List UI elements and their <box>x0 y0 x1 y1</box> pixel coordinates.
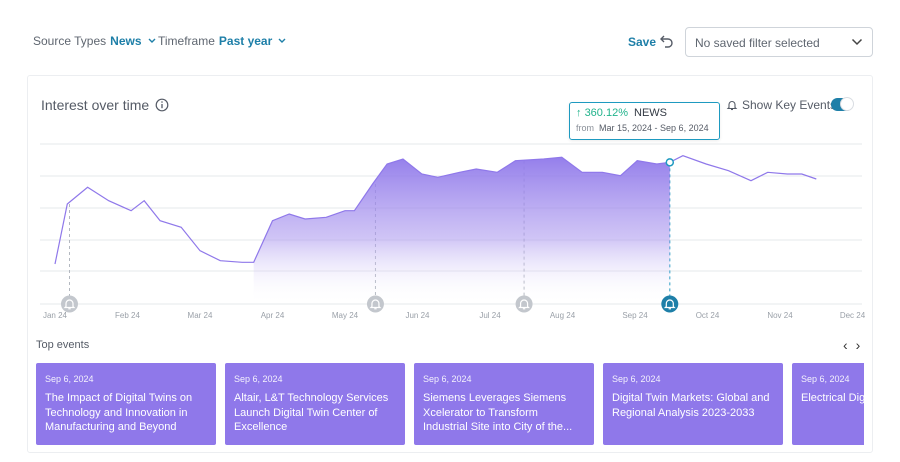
tooltip-range: from Mar 15, 2024 - Sep 6, 2024 <box>576 123 709 133</box>
chevron-down-icon <box>148 38 156 43</box>
x-tick-label: Aug 24 <box>550 311 576 320</box>
event-title: Siemens Leverages Siemens Xcelerator to … <box>423 392 573 433</box>
timeframe-filter[interactable]: Timeframe Past year <box>158 34 286 48</box>
x-tick-label: Dec 24 <box>840 311 866 320</box>
source-types-filter[interactable]: Source Types News <box>33 34 156 48</box>
event-date: Sep 6, 2024 <box>612 374 661 384</box>
undo-icon[interactable] <box>659 33 675 49</box>
event-title: Altair, L&T Technology Services Launch D… <box>234 392 389 433</box>
x-tick-label: Nov 24 <box>767 311 793 320</box>
x-tick-label: Sep 24 <box>622 311 648 320</box>
series-line <box>54 155 817 265</box>
key-event-bell-icon[interactable] <box>661 295 679 313</box>
source-types-value: News <box>110 34 142 48</box>
x-tick-label: Apr 24 <box>261 311 285 320</box>
x-tick-label: Jul 24 <box>479 311 501 320</box>
tooltip-source: NEWS <box>634 107 667 119</box>
x-tick-label: Feb 24 <box>115 311 140 320</box>
prev-arrow-icon[interactable]: ‹ <box>843 337 848 353</box>
event-title: Digital Twin Markets: Global and Regiona… <box>612 392 770 419</box>
saved-filter-select[interactable]: No saved filter selected <box>685 27 873 57</box>
x-tick-label: Oct 24 <box>696 311 720 320</box>
card-title-text: Interest over time <box>41 97 150 113</box>
event-date: Sep 6, 2024 <box>423 374 472 384</box>
x-tick-label: Mar 24 <box>188 311 213 320</box>
timeframe-value: Past year <box>218 34 273 48</box>
x-tick-label: Jan 24 <box>43 311 68 320</box>
event-title: Electrical Dig set to surge, <box>801 392 864 404</box>
key-event-bell-icon[interactable] <box>61 295 78 313</box>
events-carousel: Sep 6, 2024 The Impact of Digital Twins … <box>36 363 864 445</box>
x-tick-label: Jun 24 <box>405 311 430 320</box>
key-event-bell-icon[interactable] <box>366 295 384 313</box>
top-events-title: Top events <box>36 339 90 351</box>
event-card[interactable]: Sep 6, 2024 Digital Twin Markets: Global… <box>603 363 783 445</box>
series-area <box>253 157 670 304</box>
source-types-label: Source Types <box>33 34 107 48</box>
key-events-toggle[interactable] <box>831 97 854 111</box>
interest-card <box>27 75 873 453</box>
highlight-point <box>665 158 675 167</box>
timeframe-label: Timeframe <box>158 34 215 48</box>
event-title: The Impact of Digital Twins on Technolog… <box>45 392 193 433</box>
event-date: Sep 6, 2024 <box>234 374 283 384</box>
event-card[interactable]: Sep 6, 2024 The Impact of Digital Twins … <box>36 363 216 445</box>
tooltip-change: ↑ 360.12% <box>576 107 628 119</box>
chart-tooltip: ↑ 360.12% NEWS from Mar 15, 2024 - Sep 6… <box>569 102 720 140</box>
bell-icon <box>726 101 738 111</box>
chevron-down-icon <box>278 38 286 43</box>
x-tick-label: May 24 <box>332 311 359 320</box>
event-card[interactable]: Sep 6, 2024 Siemens Leverages Siemens Xc… <box>414 363 594 445</box>
event-date: Sep 6, 2024 <box>801 374 850 384</box>
show-key-events-label: Show Key Events <box>742 98 837 112</box>
chevron-down-icon <box>851 38 863 46</box>
event-card[interactable]: Sep 6, 2024 Altair, L&T Technology Servi… <box>225 363 405 445</box>
show-key-events: Show Key Events <box>726 98 836 112</box>
event-date: Sep 6, 2024 <box>45 374 94 384</box>
event-card[interactable]: Sep 6, 2024 Electrical Dig set to surge, <box>792 363 864 445</box>
saved-filter-value: No saved filter selected <box>695 36 820 50</box>
events-pager: ‹ › <box>843 337 860 353</box>
key-event-bell-icon[interactable] <box>515 295 533 313</box>
info-icon[interactable] <box>155 98 169 112</box>
card-title: Interest over time <box>41 97 169 113</box>
save-button[interactable]: Save <box>628 35 657 49</box>
next-arrow-icon[interactable]: › <box>855 337 861 353</box>
